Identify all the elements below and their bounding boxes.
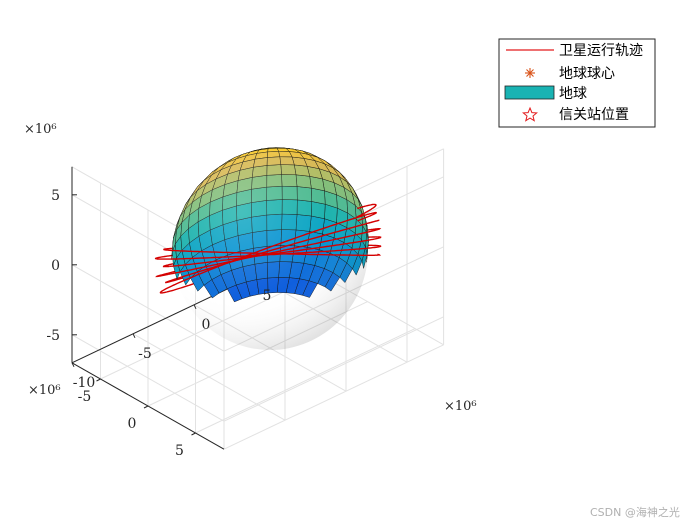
x-tick-label: 5	[263, 288, 272, 304]
grid-line	[223, 316, 444, 422]
x-tick-label: 0	[202, 317, 211, 333]
x-tick-mark	[71, 362, 75, 368]
legend: 卫星运行轨迹 地球球心 地球 信关站位置	[498, 38, 656, 128]
z-tick-label: 5	[51, 188, 60, 204]
y-tick-label: 0	[128, 416, 137, 432]
orbit-segment-front	[356, 203, 377, 218]
grid-line	[195, 328, 416, 434]
z-exponent-label: ×10⁶	[24, 122, 57, 137]
y-tick-mark	[96, 378, 101, 382]
orbit-segment-front	[163, 248, 379, 256]
grid-line	[71, 334, 225, 422]
grid-line	[71, 264, 225, 352]
x-tick-label: -5	[138, 346, 152, 362]
y-tick-label: -5	[78, 389, 92, 405]
pentagram-icon	[522, 106, 538, 122]
grid-line	[223, 344, 444, 450]
y-tick-mark	[143, 405, 149, 409]
y-tick-label: 5	[175, 443, 184, 459]
x-tick-label: -10	[73, 375, 96, 391]
x-exponent-label: ×10⁶	[444, 399, 477, 414]
satellite-orbit-front	[156, 203, 382, 283]
orbit-segment-front	[180, 219, 380, 278]
tick-labels: -505-505-10-505	[46, 188, 271, 459]
legend-label-earth: 地球	[559, 86, 587, 102]
legend-label-earth-center: 地球球心	[559, 66, 615, 82]
orbit-segment-front	[168, 228, 382, 275]
y-tick-mark	[191, 432, 196, 436]
y-exponent-label: ×10⁶	[28, 383, 61, 398]
z-tick-label: 0	[51, 258, 60, 274]
watermark: CSDN @海神之光	[590, 505, 680, 519]
asterisk-icon	[525, 68, 535, 78]
orbit-segment-front	[169, 236, 382, 268]
z-tick-label: -5	[46, 328, 60, 344]
legend-label-orbit: 卫星运行轨迹	[559, 43, 643, 59]
x-tick-mark	[132, 333, 136, 339]
legend-label-gateway: 信关站位置	[559, 107, 629, 123]
legend-swatch-earth	[504, 85, 555, 100]
